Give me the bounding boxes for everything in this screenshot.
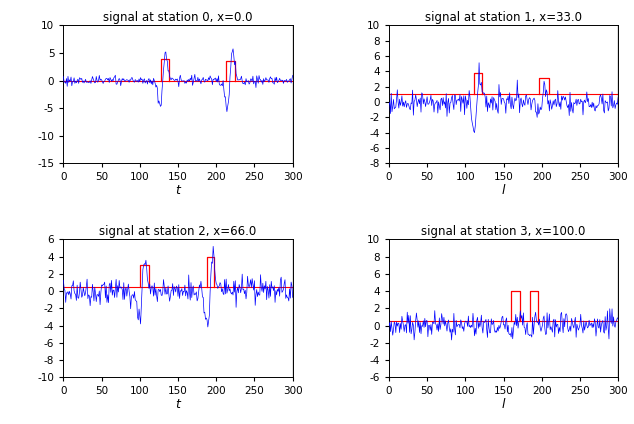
X-axis label: t: t [176, 184, 181, 197]
Title: signal at station 3, x=100.0: signal at station 3, x=100.0 [422, 225, 586, 238]
Title: signal at station 0, x=0.0: signal at station 0, x=0.0 [103, 11, 253, 24]
X-axis label: l: l [501, 398, 505, 411]
Title: signal at station 2, x=66.0: signal at station 2, x=66.0 [100, 225, 257, 238]
Title: signal at station 1, x=33.0: signal at station 1, x=33.0 [425, 11, 582, 24]
X-axis label: l: l [501, 184, 505, 197]
X-axis label: t: t [176, 398, 181, 411]
